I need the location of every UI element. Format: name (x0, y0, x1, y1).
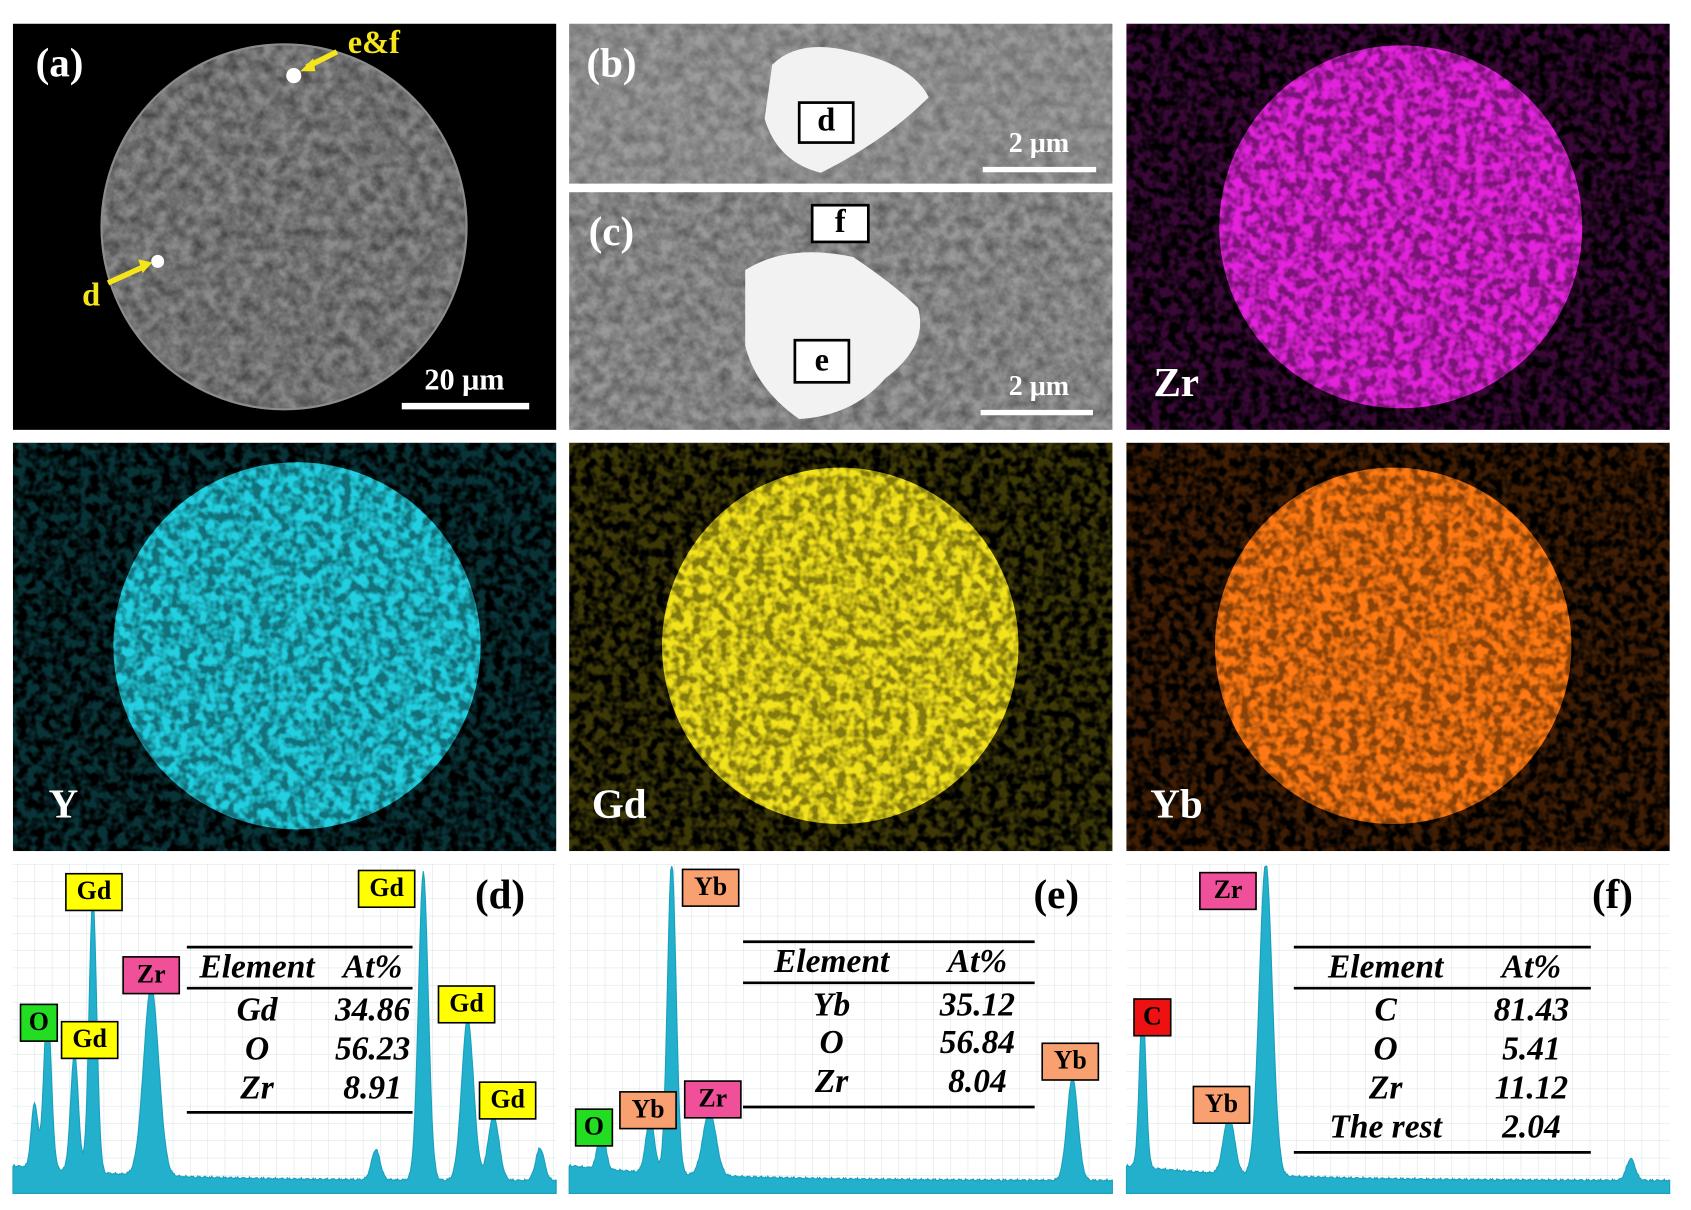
peak-label-box (1041, 1042, 1100, 1081)
peak-label-box (619, 1091, 677, 1130)
table-cell: 8.91 (343, 1069, 402, 1106)
panel-label: (a) (36, 39, 84, 85)
peak-label-box (478, 1081, 537, 1120)
panel-label: (f) (1592, 871, 1633, 917)
peak-label: Gd (369, 873, 404, 902)
scale-bar-label: 20 μm (424, 362, 504, 396)
sample-texture (102, 45, 466, 409)
table-cell: O (820, 1024, 844, 1061)
map-speckle (662, 467, 1019, 825)
table-cell: 56.23 (335, 1031, 410, 1068)
table-cell: The rest (1329, 1108, 1443, 1145)
particle (151, 254, 165, 268)
region-box (810, 203, 870, 244)
arrow-head (300, 58, 316, 72)
table-cell: Yb (813, 986, 850, 1023)
peak-label: Gd (77, 876, 112, 905)
peak-label: Yb (1205, 1089, 1238, 1118)
scale-bar-label: 2 μm (1009, 128, 1069, 159)
map-element-label: Y (49, 780, 79, 826)
panel-label: (b) (586, 39, 636, 85)
peak-label: Gd (72, 1024, 107, 1053)
map-speckle (113, 462, 481, 830)
peak-label: O (584, 1112, 604, 1141)
table-cell: Gd (237, 992, 279, 1029)
figure-body: (a) e&f d 20 μm (b) d 2 μm (c) f e 2 μm … (12, 23, 1671, 1194)
peak-label: Yb (694, 872, 727, 901)
arrow-label: e&f (348, 25, 401, 61)
table-cell: 34.86 (334, 992, 411, 1029)
peak-label: Gd (449, 988, 484, 1017)
peak-label-box (19, 1003, 59, 1042)
peak-label-box (574, 1108, 614, 1147)
table-header: Element (198, 949, 316, 986)
table-header: At% (341, 949, 403, 986)
table-cell: O (245, 1031, 269, 1068)
region-box (793, 338, 851, 384)
peak-label-box (1199, 871, 1257, 911)
table-cell: 81.43 (1494, 992, 1569, 1029)
scale-bar-label: 2 μm (1009, 371, 1069, 402)
region-label: e (815, 342, 829, 378)
peak-label-box (683, 1080, 742, 1119)
arrow-head (138, 259, 153, 274)
region-label: f (835, 204, 847, 240)
map-element-label: Gd (592, 780, 647, 826)
spectrum-grid (1126, 864, 1670, 1194)
map-speckle (1215, 467, 1572, 825)
arrow-label: d (82, 278, 100, 314)
spectrum-grid (569, 864, 1113, 1194)
table-cell: 8.04 (948, 1063, 1007, 1100)
region-box (797, 101, 855, 144)
spectrum-curve (1125, 865, 1671, 1194)
bright-grain (745, 252, 921, 420)
peak-label: Gd (490, 1085, 525, 1114)
table-cell: 35.12 (939, 986, 1015, 1023)
peak-label-box (65, 872, 123, 912)
table-cell: 2.04 (1501, 1108, 1561, 1145)
table-cell: 11.12 (1495, 1069, 1568, 1106)
table-cell: 56.84 (940, 1024, 1015, 1061)
peak-label: Yb (631, 1094, 664, 1123)
panel-label: (d) (475, 871, 525, 917)
panel-label: (e) (1033, 871, 1079, 917)
peak-label: Yb (1054, 1046, 1087, 1075)
peak-label-box (437, 985, 496, 1024)
peak-label-box (1192, 1085, 1251, 1125)
table-cell: C (1374, 992, 1397, 1029)
map-speckle (1219, 45, 1583, 409)
peak-label-box (357, 869, 416, 909)
panel-label: (c) (589, 208, 635, 254)
table-header: At% (946, 943, 1008, 980)
table-header: Element (1327, 949, 1445, 986)
peak-label-box (60, 1020, 119, 1060)
region-label: d (817, 103, 835, 139)
arrow (106, 264, 145, 286)
peak-label-box (1133, 998, 1172, 1037)
peak-label: Zr (137, 959, 166, 988)
spectrum-curve (568, 866, 1113, 1194)
map-element-label: Yb (1150, 780, 1202, 826)
table-header: Element (773, 943, 891, 980)
table-cell: Zr (1368, 1069, 1403, 1106)
table-cell: 5.41 (1502, 1031, 1561, 1068)
map-element-label: Zr (1153, 359, 1199, 405)
table-cell: Zr (814, 1063, 849, 1100)
particle (286, 68, 302, 84)
table-header: At% (1500, 949, 1562, 986)
table-cell: Zr (239, 1069, 274, 1106)
peak-label: C (1143, 1001, 1162, 1030)
peak-label: Zr (1214, 875, 1243, 904)
peak-label: O (29, 1007, 49, 1036)
peak-label: Zr (698, 1083, 727, 1112)
table-cell: O (1374, 1031, 1398, 1068)
peak-label-box (122, 956, 181, 995)
peak-label-box (681, 868, 740, 907)
